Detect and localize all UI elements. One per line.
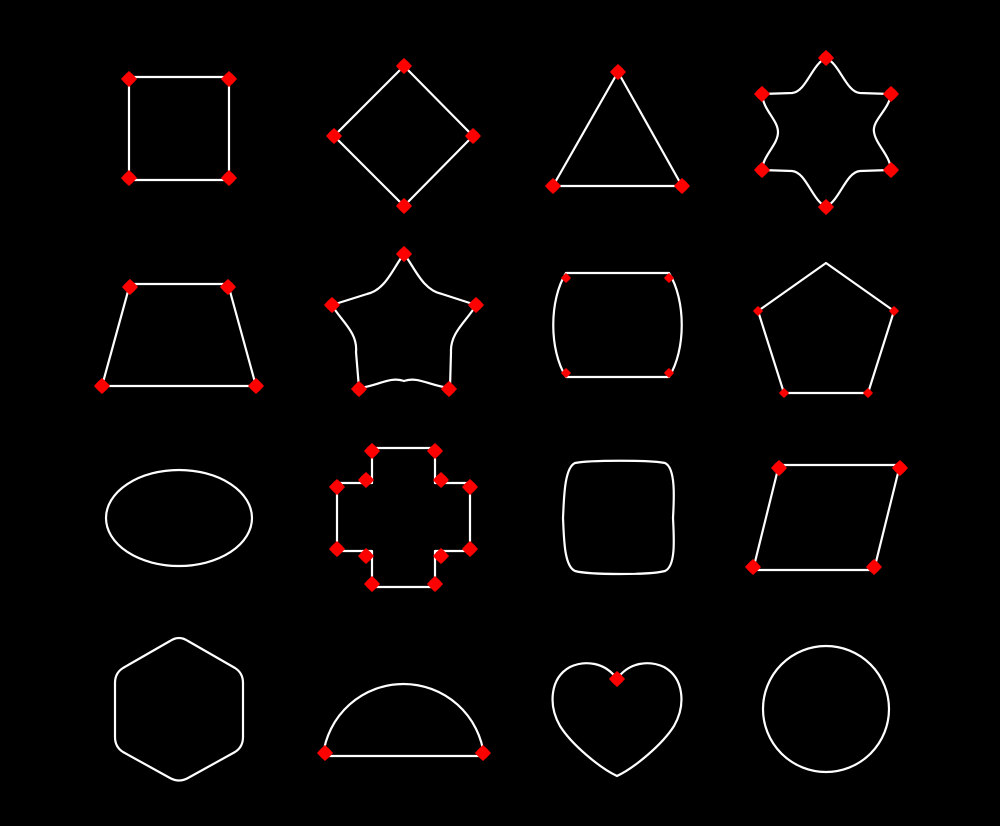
- barrel-rectangle-vertex-handle[interactable]: [664, 368, 674, 378]
- square-vertex-handle[interactable]: [221, 170, 237, 186]
- semicircle-outline: [321, 682, 486, 758]
- squircle-outline: [561, 459, 675, 576]
- parallelogram-vertex-handle[interactable]: [745, 559, 761, 575]
- ellipse-outline: [104, 468, 254, 568]
- six-point-star-vertex-handle[interactable]: [754, 162, 770, 178]
- cross-vertex-handle[interactable]: [462, 479, 478, 495]
- cross-vertex-handle[interactable]: [433, 472, 449, 488]
- shape-six-point-star[interactable]: [754, 50, 899, 215]
- shape-heart[interactable]: [551, 662, 683, 778]
- shape-squircle[interactable]: [561, 459, 675, 576]
- trapezoid-vertex-handle[interactable]: [122, 279, 138, 295]
- shape-square[interactable]: [121, 71, 237, 186]
- circle-outline: [761, 644, 891, 774]
- trapezoid-vertex-handle[interactable]: [248, 378, 264, 394]
- pentagon-vertex-handle[interactable]: [863, 388, 873, 398]
- six-point-star-vertex-handle[interactable]: [818, 199, 834, 215]
- shape-parallelogram[interactable]: [745, 460, 908, 575]
- barrel-rectangle-vertex-handle[interactable]: [561, 368, 571, 378]
- parallelogram-vertex-handle[interactable]: [892, 460, 908, 476]
- diamond-vertex-handle[interactable]: [326, 128, 342, 144]
- shape-barrel-rectangle[interactable]: [552, 271, 683, 379]
- five-point-star-vertex-handle[interactable]: [468, 297, 484, 313]
- diamond-vertex-handle[interactable]: [396, 198, 412, 214]
- rounded-hexagon-outline: [113, 636, 245, 782]
- cross-vertex-handle[interactable]: [462, 541, 478, 557]
- shape-five-point-star[interactable]: [324, 246, 484, 397]
- heart-outline: [551, 662, 683, 778]
- shape-ellipse[interactable]: [104, 468, 254, 568]
- cross-vertex-handle[interactable]: [358, 472, 374, 488]
- shape-triangle[interactable]: [545, 64, 690, 194]
- parallelogram-vertex-handle[interactable]: [866, 559, 882, 575]
- pentagon-vertex-handle[interactable]: [753, 306, 763, 316]
- triangle-vertex-handle[interactable]: [545, 178, 561, 194]
- square-vertex-handle[interactable]: [121, 71, 137, 87]
- triangle-vertex-handle[interactable]: [674, 178, 690, 194]
- five-point-star-outline: [330, 252, 478, 390]
- five-point-star-vertex-handle[interactable]: [324, 297, 340, 313]
- cross-vertex-handle[interactable]: [329, 541, 345, 557]
- five-point-star-vertex-handle[interactable]: [396, 246, 412, 262]
- square-vertex-handle[interactable]: [221, 71, 237, 87]
- cross-vertex-handle[interactable]: [433, 548, 449, 564]
- barrel-rectangle-vertex-handle[interactable]: [664, 273, 674, 283]
- shape-pentagon[interactable]: [753, 261, 899, 398]
- shapes-layer: [94, 50, 908, 782]
- six-point-star-vertex-handle[interactable]: [883, 86, 899, 102]
- shape-diamond[interactable]: [326, 58, 481, 214]
- barrel-rectangle-vertex-handle[interactable]: [561, 273, 571, 283]
- semicircle-vertex-handle[interactable]: [317, 745, 333, 761]
- trapezoid-vertex-handle[interactable]: [94, 378, 110, 394]
- parallelogram-vertex-handle[interactable]: [771, 460, 787, 476]
- shape-circle[interactable]: [761, 644, 891, 774]
- six-point-star-vertex-handle[interactable]: [754, 86, 770, 102]
- triangle-vertex-handle[interactable]: [610, 64, 626, 80]
- shape-trapezoid[interactable]: [94, 279, 264, 394]
- cross-vertex-handle[interactable]: [427, 576, 443, 592]
- five-point-star-vertex-handle[interactable]: [441, 381, 457, 397]
- pentagon-vertex-handle[interactable]: [779, 388, 789, 398]
- heart-vertex-handle[interactable]: [609, 671, 625, 687]
- five-point-star-vertex-handle[interactable]: [351, 381, 367, 397]
- six-point-star-vertex-handle[interactable]: [883, 162, 899, 178]
- shape-semicircle[interactable]: [317, 682, 491, 761]
- cross-vertex-handle[interactable]: [427, 443, 443, 459]
- pentagon-vertex-handle[interactable]: [889, 306, 899, 316]
- cross-vertex-handle[interactable]: [329, 479, 345, 495]
- diamond-vertex-handle[interactable]: [396, 58, 412, 74]
- six-point-star-vertex-handle[interactable]: [818, 50, 834, 66]
- shape-cross[interactable]: [329, 443, 478, 592]
- trapezoid-vertex-handle[interactable]: [220, 279, 236, 295]
- pentagon-outline: [756, 261, 896, 395]
- semicircle-vertex-handle[interactable]: [475, 745, 491, 761]
- diamond-vertex-handle[interactable]: [465, 128, 481, 144]
- cross-vertex-handle[interactable]: [364, 443, 380, 459]
- cross-vertex-handle[interactable]: [364, 576, 380, 592]
- square-vertex-handle[interactable]: [121, 170, 137, 186]
- cross-vertex-handle[interactable]: [358, 548, 374, 564]
- shape-rounded-hexagon[interactable]: [113, 636, 245, 782]
- triangle-outline: [551, 70, 684, 188]
